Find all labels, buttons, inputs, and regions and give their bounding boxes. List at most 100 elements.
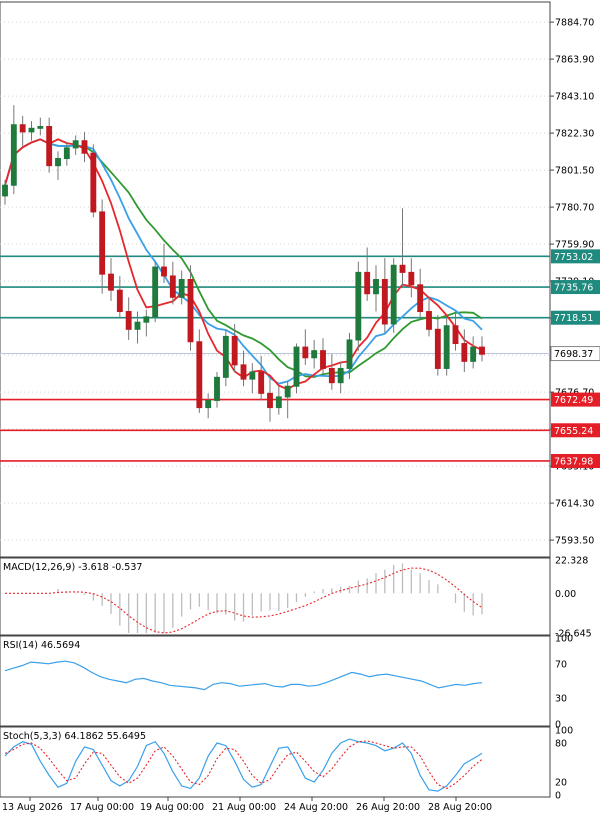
rsi-tick-label: 30 — [555, 694, 567, 705]
candle-bear — [187, 279, 194, 343]
time-tick-label: 26 Aug 20:00 — [356, 802, 420, 813]
candle-bull — [355, 271, 362, 341]
time-tick-label: 21 Aug 00:00 — [212, 802, 276, 813]
candle-bull — [337, 367, 344, 384]
price-tick-label: 7884.70 — [555, 18, 594, 29]
time-tick-label: 24 Aug 20:00 — [284, 802, 348, 813]
candle-bull — [346, 339, 353, 369]
candle-bear — [46, 126, 53, 167]
candle-bull — [2, 184, 8, 197]
candle-bull — [390, 264, 397, 325]
level-label-bg — [551, 392, 600, 407]
stoch-lines — [4, 738, 483, 792]
candle-bull — [37, 126, 44, 129]
candle-bear — [408, 271, 415, 286]
level-label: 7718.51 — [554, 313, 593, 324]
macd-tick-label: 22.328 — [555, 556, 588, 567]
candle-bear — [19, 124, 26, 133]
candle-bull — [134, 321, 141, 330]
rsi-axis-ticks: 100 70 30 0 — [555, 634, 573, 731]
rsi-tick-label: 0 — [555, 720, 561, 731]
level-label-bg — [551, 423, 600, 438]
candle-bear — [169, 275, 176, 298]
candle-bear — [364, 271, 371, 295]
candle-bull — [72, 140, 79, 149]
macd-histogram — [5, 563, 483, 634]
candle-bull — [63, 147, 70, 160]
level-label: 7735.76 — [554, 283, 593, 294]
time-tick-label: 17 Aug 00:00 — [70, 802, 134, 813]
price-tick-label: 7614.30 — [555, 499, 594, 510]
candle-bear — [108, 273, 114, 291]
candle-bull — [284, 385, 291, 398]
rsi-tick-label: 100 — [555, 634, 573, 645]
stoch-panel: Stoch(5,3,3) 64.1862 55.6495 100 80 20 0 — [0, 726, 573, 802]
price-tick-label: 7863.90 — [555, 55, 594, 66]
rsi-panel: RSI(14) 46.5694 100 70 30 0 — [0, 634, 573, 731]
candle-bull — [152, 266, 159, 318]
candle-bear — [417, 284, 424, 313]
stoch-tick-label: 20 — [555, 778, 567, 789]
level-label-bg — [551, 249, 600, 264]
stoch-tick-label: 0 — [555, 791, 561, 802]
candle-bear — [328, 367, 335, 384]
stoch-label: Stoch(5,3,3) 64.1862 55.6495 — [3, 731, 146, 742]
candle-bull — [470, 346, 477, 362]
stoch-plot-area — [0, 726, 551, 798]
price-levels — [0, 255, 550, 462]
candlesticks — [2, 105, 485, 422]
candle-bear — [381, 279, 388, 325]
current-price-label: 7698.37 — [554, 349, 593, 360]
candle-bear — [161, 266, 167, 277]
rsi-line — [4, 660, 483, 691]
price-tick-label: 7822.30 — [555, 129, 594, 140]
current-price-box — [550, 346, 600, 362]
candle-bear — [125, 311, 132, 330]
time-axis: 13 Aug 2026 17 Aug 00:00 19 Aug 00:00 21 Au… — [2, 797, 492, 813]
time-tick-label: 13 Aug 2026 — [2, 802, 63, 813]
rsi-line — [4, 660, 483, 691]
macd-plot-area — [0, 557, 551, 636]
candle-bear — [320, 350, 326, 369]
candle-bear — [116, 289, 123, 313]
candle-bear — [258, 371, 265, 394]
candle-bear — [196, 341, 203, 409]
macd-tick-label: -26.645 — [555, 629, 592, 640]
candle-bear — [426, 311, 432, 330]
price-tick-label: 7593.50 — [555, 536, 594, 547]
stoch-d-line — [4, 740, 483, 790]
level-label: 7637.98 — [554, 456, 593, 467]
macd-axis-ticks: 22.328 0.00 -26.645 — [555, 556, 592, 640]
macd-label: MACD(12,26,9) -3.618 -0.537 — [3, 562, 142, 573]
candle-bear — [231, 335, 238, 366]
candle-bear — [240, 364, 247, 380]
candle-bear — [99, 211, 106, 275]
time-tick-label: 28 Aug 20:00 — [428, 802, 492, 813]
candle-bull — [55, 158, 61, 167]
rsi-label: RSI(14) 46.5694 — [3, 640, 80, 651]
main-plot-area — [0, 1, 551, 558]
rsi-plot-area — [0, 635, 551, 727]
candle-bear — [302, 346, 309, 359]
price-tick-label: 7801.50 — [555, 166, 594, 177]
candle-bear — [399, 264, 406, 273]
time-tick-label: 19 Aug 00:00 — [140, 802, 204, 813]
macd-panel: MACD(12,26,9) -3.618 -0.537 22.328 0.00 -2… — [0, 556, 592, 640]
level-labels: 7753.02 7735.76 7718.51 7672.49 7655.24 7637.… — [550, 249, 600, 468]
level-label: 7753.02 — [554, 252, 593, 263]
level-label: 7672.49 — [554, 395, 593, 406]
macd-tick-label: 0.00 — [555, 589, 576, 600]
candle-bear — [479, 346, 485, 355]
main-panel: 7884.70 7863.90 7843.10 7822.30 7801.50 7780.… — [0, 1, 600, 558]
candle-bear — [81, 140, 88, 154]
candle-bull — [249, 371, 256, 380]
candle-bear — [461, 343, 468, 362]
candle-bull — [10, 124, 17, 186]
candle-bull — [28, 127, 35, 133]
candle-bull — [214, 376, 220, 401]
candle-bear — [434, 328, 441, 369]
rsi-tick-label: 70 — [555, 659, 567, 670]
price-tick-label: 7759.90 — [555, 240, 594, 251]
stoch-tick-label: 80 — [555, 739, 567, 750]
